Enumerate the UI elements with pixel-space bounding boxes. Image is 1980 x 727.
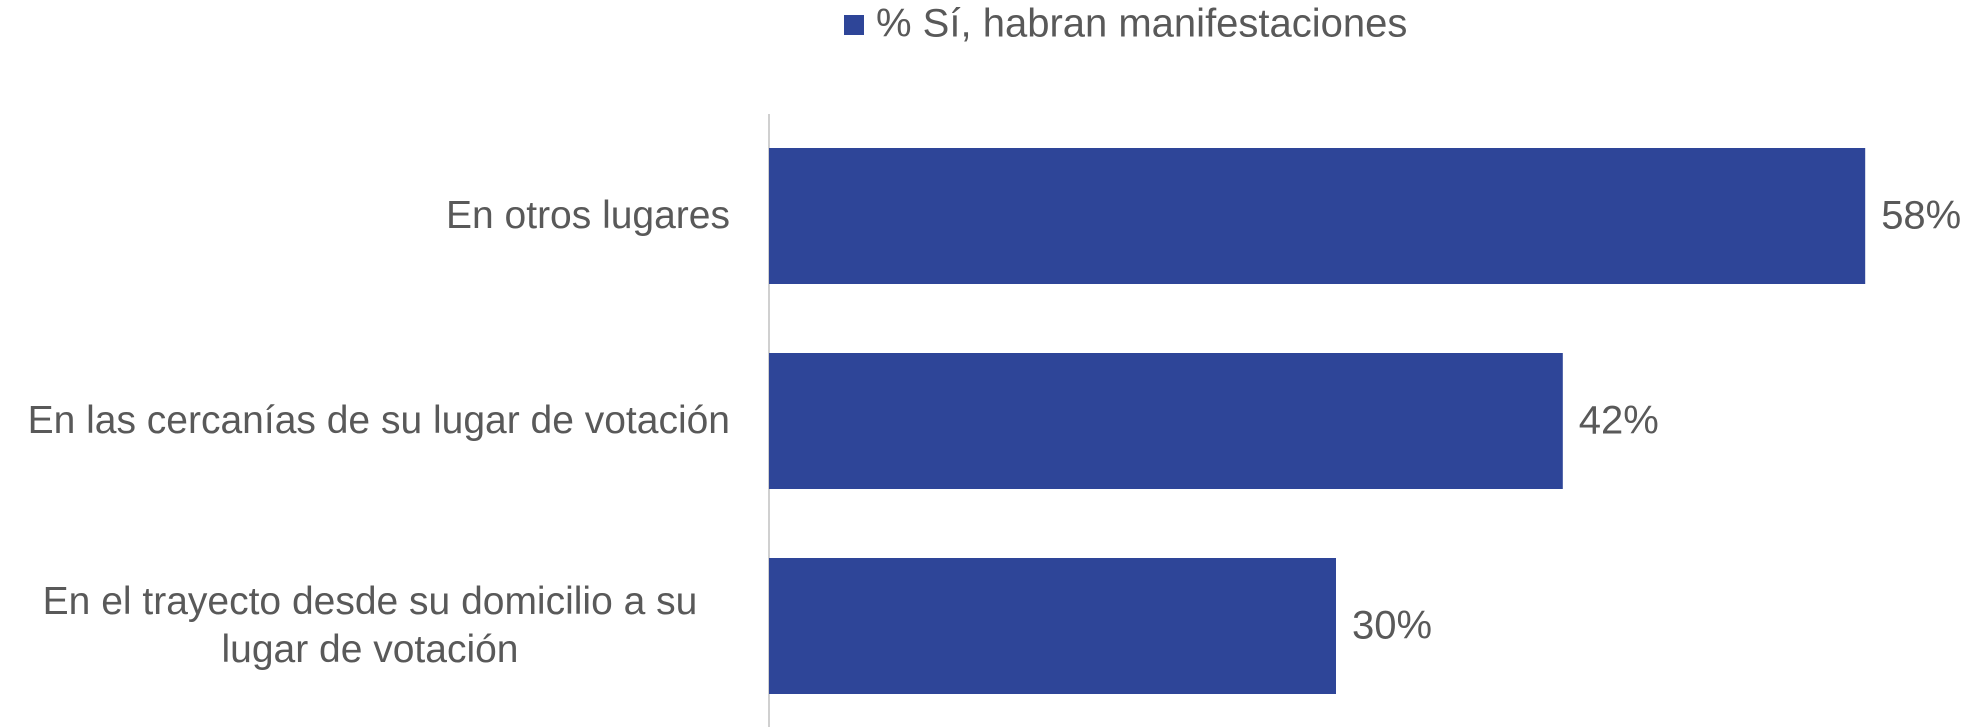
value-label: 42% <box>1579 399 1659 443</box>
category-label-box: En otros lugares <box>0 192 730 240</box>
value-label: 58% <box>1881 194 1961 238</box>
category-label: En las cercanías de su lugar de votación <box>27 399 730 442</box>
category-label-box: En el trayecto desde su domicilio a su l… <box>0 578 730 674</box>
legend-swatch <box>844 15 864 35</box>
bar <box>769 148 1866 284</box>
legend-label: % Sí, habran manifestaciones <box>876 2 1407 46</box>
category-label: En otros lugares <box>446 194 730 237</box>
bar <box>769 353 1563 489</box>
bar <box>769 558 1336 694</box>
value-label: 30% <box>1352 604 1432 648</box>
category-label-box: En las cercanías de su lugar de votación <box>0 397 730 445</box>
category-label: En el trayecto desde su domicilio a su l… <box>42 580 698 671</box>
